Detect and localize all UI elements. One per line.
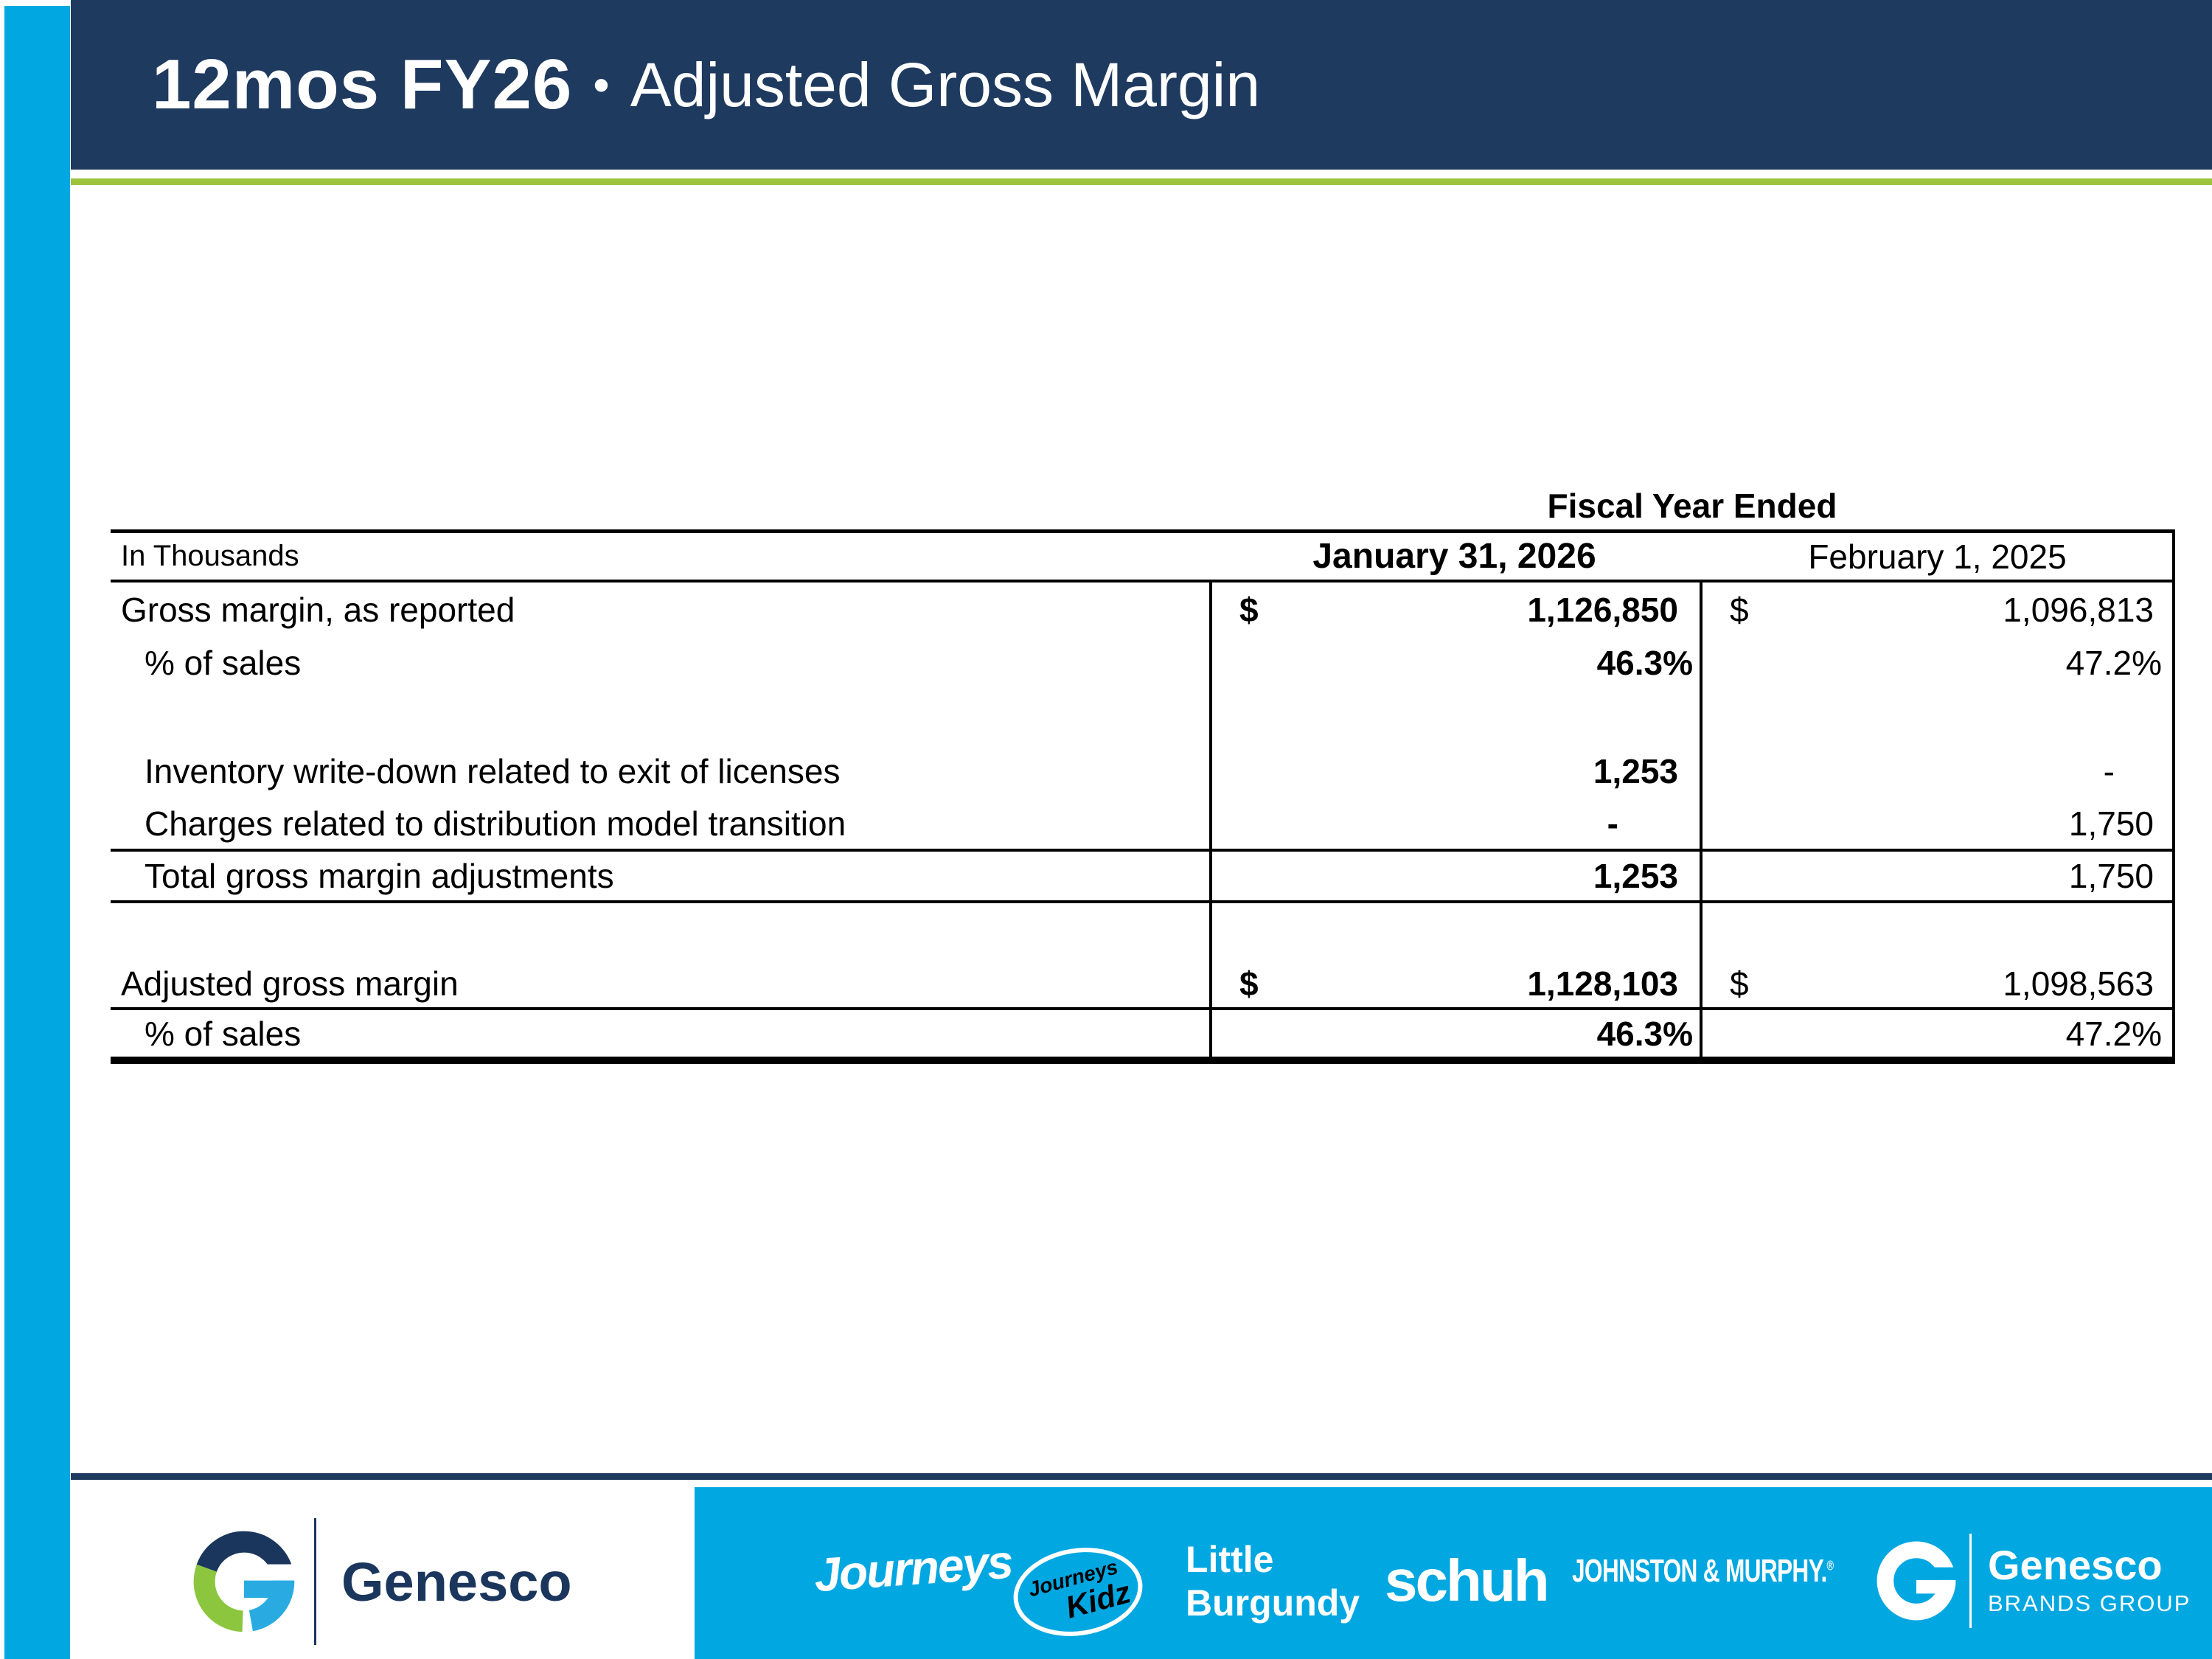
little-burgundy-logo: Little Burgundy	[1186, 1538, 1360, 1625]
value-fy25-total-adjustments: 1,750	[2068, 857, 2154, 895]
cell-fy26-total-adjustments: 1,253	[1209, 852, 1700, 903]
value-fy26-total-adjustments: 1,253	[1593, 857, 1678, 895]
johnston-murphy-text: JOHNSTON & MURPHY.	[1572, 1553, 1827, 1589]
brands-group-name: Genesco	[1988, 1542, 2163, 1588]
dollar-sign: $	[1239, 964, 1259, 1003]
cell-fy25-adjusted-gross-margin: $ 1,098,563	[1700, 959, 2175, 1010]
cell-fy26-pct-sales: 46.3%	[1209, 637, 1700, 689]
row-label-gross-margin-reported: Gross margin, as reported	[121, 591, 515, 629]
value-fy25-inventory-writedown: -	[2103, 752, 2115, 790]
brands-group-g-icon	[1877, 1541, 1956, 1621]
page-title-subject: Adjusted Gross Margin	[630, 49, 1261, 119]
blank-cell	[1700, 689, 2175, 745]
value-fy26-adjusted-pct-sales: 46.3%	[1596, 1014, 1693, 1053]
value-fy26-pct-sales: 46.3%	[1596, 644, 1693, 682]
cell-fy25-pct-sales: 47.2%	[1700, 637, 2175, 689]
value-fy25-pct-sales: 47.2%	[2065, 644, 2162, 682]
value-fy26-adjusted-gross-margin: 1,128,103	[1527, 964, 1678, 1003]
table-unit-label: In Thousands	[111, 529, 1209, 582]
schuh-logo: schuh	[1385, 1548, 1550, 1613]
footer-navy-rule	[71, 1473, 2212, 1480]
header-green-rule	[71, 178, 2212, 185]
value-fy25-gross-margin: 1,096,813	[2003, 591, 2154, 629]
genesco-logo-divider	[314, 1518, 316, 1645]
page-title-period: 12mos FY26	[152, 45, 573, 124]
cell-fy26-adjusted-pct-sales: 46.3%	[1209, 1010, 1700, 1064]
cell-fy26-gross-margin: $ 1,126,850	[1209, 582, 1700, 637]
left-accent-stripe	[4, 6, 70, 1659]
brands-group-divider	[1969, 1534, 1972, 1628]
blank-cell	[1700, 903, 2175, 959]
johnston-murphy-logo: JOHNSTON & MURPHY.®	[1572, 1553, 1834, 1590]
column-header-fy2026: January 31, 2026	[1209, 529, 1700, 582]
value-fy25-distribution-charges: 1,750	[2068, 804, 2154, 843]
cell-fy26-inventory-writedown: 1,253	[1209, 745, 1700, 798]
title-separator-dot: •	[593, 58, 610, 111]
dollar-sign: $	[1239, 591, 1259, 629]
brands-group-subtitle: BRANDS GROUP	[1988, 1590, 2191, 1616]
column-header-fy2025: February 1, 2025	[1700, 529, 2175, 582]
cell-fy25-adjusted-pct-sales: 47.2%	[1700, 1010, 2175, 1064]
row-label-inventory-writedown: Inventory write-down related to exit of …	[145, 752, 841, 790]
gross-margin-table: In Thousands January 31, 2026 February 1…	[111, 529, 2175, 1064]
row-label-total-adjustments: Total gross margin adjustments	[111, 852, 1209, 903]
cell-fy25-inventory-writedown: -	[1700, 745, 2175, 798]
little-burgundy-line2: Burgundy	[1186, 1582, 1360, 1624]
genesco-wordmark: Genesco	[341, 1551, 572, 1613]
row-label-adjusted-gross-margin: Adjusted gross margin	[111, 959, 1209, 1010]
value-fy26-gross-margin: 1,126,850	[1527, 591, 1678, 629]
dollar-sign: $	[1730, 964, 1749, 1003]
value-fy26-inventory-writedown: 1,253	[1593, 752, 1678, 790]
blank-row	[111, 903, 1209, 959]
cell-fy25-gross-margin: $ 1,096,813	[1700, 582, 2175, 637]
cell-fy26-distribution-charges: -	[1209, 798, 1700, 852]
value-fy25-adjusted-pct-sales: 47.2%	[2065, 1014, 2162, 1053]
row-label-adjusted-pct-sales: % of sales	[111, 1010, 1209, 1064]
blank-cell	[1209, 689, 1700, 745]
footer-brand-band	[695, 1487, 2212, 1659]
registered-mark: ®	[1826, 1558, 1834, 1573]
cell-fy25-total-adjustments: 1,750	[1700, 852, 2175, 903]
genesco-brands-group-logo: Genesco BRANDS GROUP	[1877, 1534, 2191, 1628]
value-fy26-distribution-charges: -	[1607, 804, 1618, 843]
cell-fy26-adjusted-gross-margin: $ 1,128,103	[1209, 959, 1700, 1010]
slide-header: 12mos FY26 • Adjusted Gross Margin	[71, 0, 2212, 170]
blank-cell	[1209, 903, 1700, 959]
row-label-distribution-charges: Charges related to distribution model tr…	[111, 798, 1209, 852]
dollar-sign: $	[1730, 591, 1749, 629]
genesco-g-icon	[193, 1531, 295, 1632]
cell-fy25-distribution-charges: 1,750	[1700, 798, 2175, 852]
blank-row	[111, 689, 1209, 745]
little-burgundy-line1: Little	[1186, 1539, 1274, 1580]
value-fy25-adjusted-gross-margin: 1,098,563	[2003, 964, 2154, 1003]
table-group-header: Fiscal Year Ended	[1547, 487, 1837, 525]
row-label-pct-of-sales: % of sales	[145, 644, 302, 682]
genesco-logo: Genesco	[193, 1515, 572, 1648]
